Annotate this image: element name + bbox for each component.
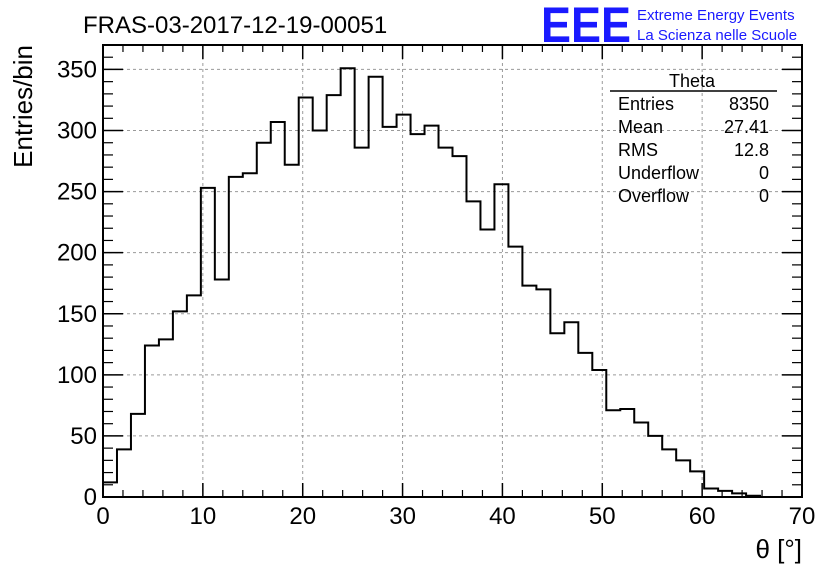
y-tick-labels: 0 50 100 150 200 250 300 350 (57, 56, 97, 511)
stats-label: Mean (618, 117, 663, 137)
stats-rows: Entries 8350 Mean 27.41 RMS 12.8 Underflow 0 Ove… (618, 94, 769, 206)
x-axis-label: θ [°] (755, 534, 802, 564)
chart-title: FRAS-03-2017-12-19-00051 (83, 12, 387, 39)
y-tick-label: 50 (70, 423, 97, 450)
x-tick-label: 70 (789, 503, 816, 530)
y-tick-label: 350 (57, 56, 97, 83)
stats-label: RMS (618, 140, 658, 160)
y-tick-label: 200 (57, 240, 97, 267)
x-tick-label: 60 (689, 503, 716, 530)
x-tick-label: 50 (589, 503, 616, 530)
grid-lines (103, 45, 802, 497)
eee-logo: EEE Extreme Energy Events La Scienza nel… (541, 0, 797, 53)
stats-value: 0 (759, 186, 769, 206)
stats-label: Underflow (618, 163, 700, 183)
logo-line1: Extreme Energy Events (637, 7, 795, 24)
stats-box: Theta Entries 8350 Mean 27.41 RMS 12.8 Underfl… (610, 71, 777, 206)
plot-frame (102, 44, 803, 498)
logo-line2: La Scienza nelle Scuole (637, 27, 797, 44)
stats-value: 8350 (729, 94, 769, 114)
x-tick-label: 20 (289, 503, 316, 530)
stats-value: 12.8 (734, 140, 769, 160)
histogram-outline (102, 67, 802, 498)
stats-label: Overflow (618, 186, 690, 206)
x-tick-label: 0 (96, 503, 109, 530)
y-tick-label: 300 (57, 118, 97, 145)
y-axis-label: Entries/bin (8, 45, 38, 168)
stats-value: 27.41 (724, 117, 769, 137)
axis-ticks (102, 44, 803, 498)
x-tick-label: 10 (190, 503, 217, 530)
y-tick-label: 150 (57, 301, 97, 328)
y-tick-label: 0 (84, 484, 97, 511)
stats-value: 0 (759, 163, 769, 183)
x-tick-label: 40 (489, 503, 516, 530)
y-tick-label: 250 (57, 179, 97, 206)
x-tick-labels: 0 10 20 30 40 50 60 70 (96, 503, 815, 530)
stats-label: Entries (618, 94, 674, 114)
y-tick-label: 100 (57, 362, 97, 389)
stats-title: Theta (669, 71, 716, 91)
x-tick-label: 30 (389, 503, 416, 530)
